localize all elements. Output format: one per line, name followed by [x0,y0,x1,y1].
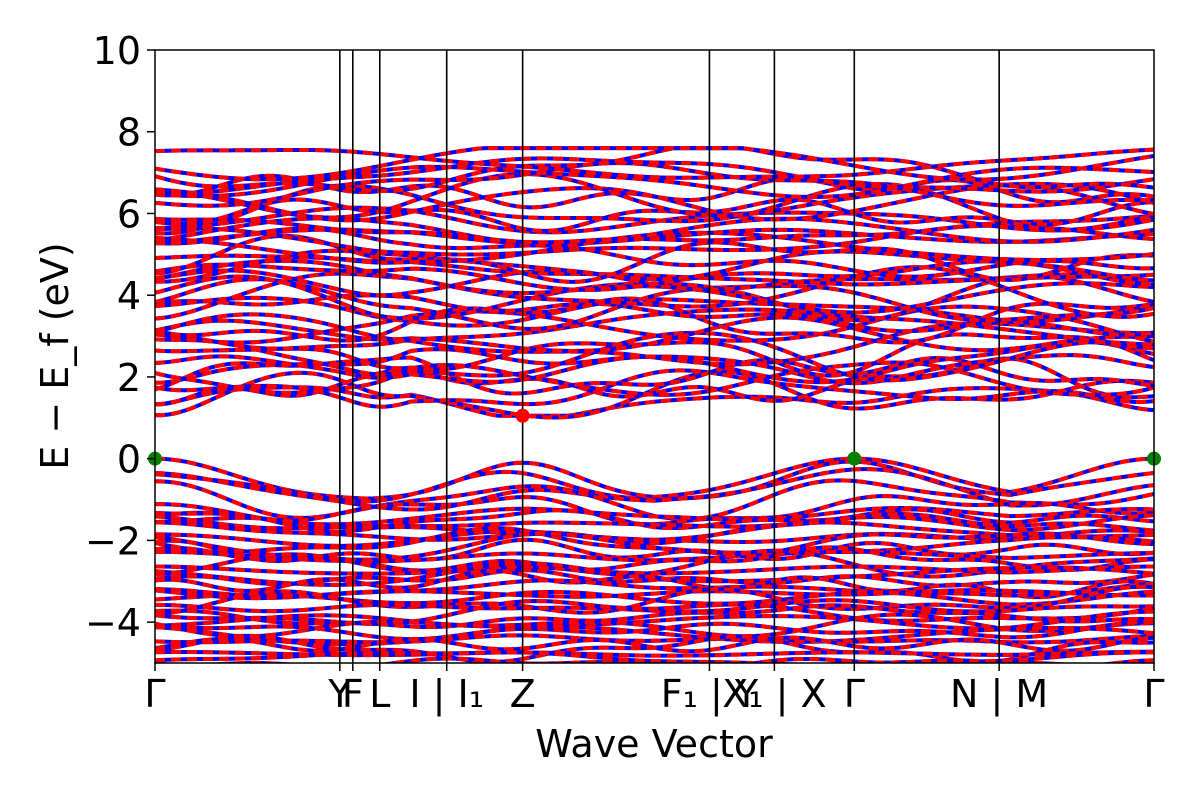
band-line-red [155,478,1154,522]
y-tick-label: 4 [117,274,141,318]
bands [155,146,1154,663]
plot-frame [154,49,1155,664]
high-symmetry-lines [339,50,1000,663]
y-axis-label: E − E_f (eV) [33,242,77,470]
band-line-red [155,467,1154,512]
x-tick-label: N | M [950,672,1048,717]
band-line-red [155,564,1154,576]
band-line-red [155,248,1154,284]
band-line-red [155,233,1154,284]
band-line-red [155,330,1154,383]
band-line-red [155,355,1154,396]
y-axis: −4 −2 0 2 4 6 8 10 [85,29,155,645]
band-line-red [155,197,1154,233]
band-line-red [155,296,1154,345]
band-line-red [155,181,1154,236]
x-tick-label: F₁ | Y [661,672,759,717]
x-tick-label: Z [510,672,536,716]
x-tick-label: X₁ | X [722,672,826,717]
band-line-red [155,161,1154,208]
band-line-red [155,624,1154,647]
band-line-red [155,293,1154,337]
band-line-red [155,507,1154,534]
vbm-marker [847,451,862,466]
band-line-red [155,512,1154,546]
band-line-red [155,312,1154,367]
y-tick-label: 10 [93,29,141,73]
y-tick-label: 6 [117,192,141,236]
band-line-red [155,620,1154,642]
x-tick-label: Y [327,672,352,716]
y-tick-label: 8 [117,111,141,155]
band-line-red [155,599,1154,626]
band-line-red [155,156,1154,196]
x-tick-label: Γ [144,672,165,716]
band-line-red [155,598,1154,614]
band-line-red [155,584,1154,617]
band-line-red [155,360,1154,397]
band-extrema [148,408,1161,466]
band-line-red [155,146,1154,182]
band-line-red [155,456,1154,501]
y-tick-label: 0 [117,438,141,482]
x-tick-label: F [342,672,364,716]
band-line-red [155,369,1154,420]
band-line-red [155,277,1154,331]
x-tick-label: Γ [1143,672,1164,716]
band-line-red [155,304,1154,345]
x-axis-label: Wave Vector [535,722,773,766]
band-line-red [155,568,1154,600]
x-tick-label: I | I₁ [409,672,484,717]
x-axis: Γ YF L I | I₁ Z F₁ | YX₁ | X Γ N | M Γ [144,663,1165,717]
x-tick-label: Γ [844,672,865,716]
band-line-red [155,146,1154,194]
cbm-marker [515,408,530,423]
band-line-red [155,307,1154,354]
y-tick-label: −4 [85,601,141,645]
y-tick-label: −2 [85,519,141,563]
band-line-red [155,332,1154,378]
band-line-red [155,385,1154,418]
band-line-red [155,147,1154,180]
band-line-red [155,603,1154,630]
y-tick-label: 2 [117,356,141,400]
x-tick-label: L [369,672,390,716]
